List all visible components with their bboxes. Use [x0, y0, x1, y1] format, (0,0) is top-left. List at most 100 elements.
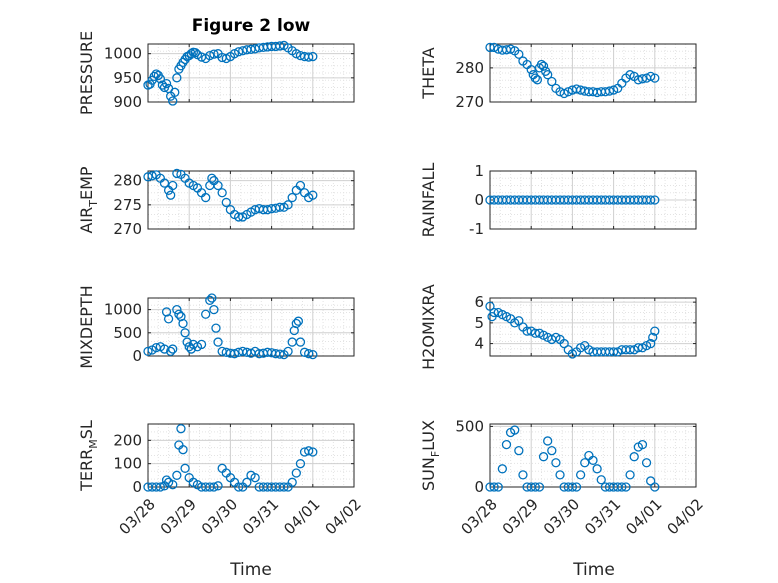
y-tick-label: 200: [113, 431, 142, 449]
data-point: [275, 41, 285, 51]
data-point: [209, 304, 219, 315]
data-point: [543, 70, 553, 80]
axes-box: [489, 423, 697, 488]
data-point: [161, 78, 172, 89]
y-tick-label: 280: [455, 59, 484, 77]
y-tick-label: 500: [455, 417, 484, 435]
data-point: [209, 49, 219, 59]
data-point: [650, 482, 660, 492]
x-tick-label: 03/30: [540, 495, 583, 538]
data-point: [551, 458, 561, 468]
y-axis-label: SUNFLUX: [419, 420, 442, 491]
data-point: [275, 349, 285, 359]
data-point: [174, 309, 184, 319]
data-point: [629, 452, 639, 462]
data-point: [571, 84, 582, 94]
x-tick-label: 03/30: [198, 495, 241, 538]
data-point: [538, 61, 549, 71]
data-point: [608, 347, 619, 357]
data-point: [143, 346, 153, 357]
data-point: [621, 482, 631, 492]
data-point: [650, 195, 660, 205]
data-point: [168, 180, 178, 191]
data-point: [172, 470, 182, 480]
data-point: [295, 337, 306, 347]
y-tick-label: 500: [113, 324, 142, 342]
y-tick-label: 1: [474, 162, 484, 180]
data-point: [155, 482, 166, 492]
data-point: [633, 343, 643, 353]
x-tick-label: 03/31: [581, 495, 624, 538]
data-point: [207, 293, 217, 303]
data-point: [172, 73, 182, 83]
data-point: [293, 316, 304, 326]
data-point: [501, 439, 512, 450]
x-axis-label-left: Time: [229, 560, 272, 580]
data-point: [625, 470, 635, 480]
data-point: [147, 171, 157, 181]
data-point: [304, 52, 314, 62]
y-tick-label: 0: [132, 478, 142, 496]
data-point: [575, 470, 586, 480]
figure-title: Figure 2 low: [192, 16, 311, 36]
mixdepth-panel: 0 500 1000 MIXDEPTH: [77, 285, 355, 369]
data-point: [625, 345, 635, 355]
data-point: [178, 445, 188, 455]
x-tick-label: 03/29: [157, 495, 200, 538]
data-point: [190, 48, 201, 58]
data-point: [250, 473, 260, 483]
y-tick-label: 100: [113, 455, 142, 473]
data-point: [650, 326, 660, 336]
data-point: [530, 482, 540, 492]
data-point: [646, 338, 656, 349]
data-point: [213, 180, 223, 191]
data-point: [186, 344, 196, 354]
data-point: [168, 480, 178, 490]
data-point: [592, 464, 602, 474]
data-point: [625, 70, 635, 80]
y-tick-label: 950: [113, 69, 142, 87]
data-point: [168, 344, 178, 354]
data-point: [648, 332, 658, 343]
y-axis-label: THETA: [419, 47, 438, 99]
data-point: [532, 75, 543, 85]
data-point: [233, 482, 244, 492]
data-point: [159, 178, 170, 188]
data-point: [497, 464, 508, 474]
data-point: [534, 482, 545, 492]
axes-box: [147, 423, 355, 488]
data-point: [604, 86, 615, 96]
data-point: [213, 337, 223, 347]
data-point: [168, 96, 178, 106]
data-point: [518, 470, 528, 480]
air-temp-panel: 270 275 280 AIRTEMP: [77, 166, 355, 238]
data-point: [287, 477, 297, 487]
x-tick-label: 04/02: [321, 495, 364, 538]
data-point: [217, 188, 227, 198]
data-point: [176, 424, 186, 434]
data-point: [207, 173, 217, 183]
data-point: [580, 458, 590, 468]
data-point: [196, 339, 207, 350]
data-point: [178, 318, 188, 329]
data-point: [555, 470, 565, 480]
data-point: [596, 475, 606, 485]
y-tick-label: 1000: [104, 301, 142, 319]
data-point: [287, 337, 297, 347]
x-tick-label: 04/01: [280, 495, 323, 538]
data-point: [221, 197, 231, 208]
data-point: [149, 71, 159, 82]
pressure-panel: 900 950 1000 PRESSURE: [77, 31, 355, 115]
y-tick-label: 6: [474, 293, 484, 311]
axes-box: [147, 43, 355, 103]
data-point: [514, 316, 524, 326]
data-point: [646, 71, 656, 82]
axes-box: [489, 43, 697, 103]
y-tick-label: 0: [132, 347, 142, 365]
data-point: [205, 295, 215, 305]
data-point: [211, 323, 221, 333]
data-point: [213, 481, 223, 491]
